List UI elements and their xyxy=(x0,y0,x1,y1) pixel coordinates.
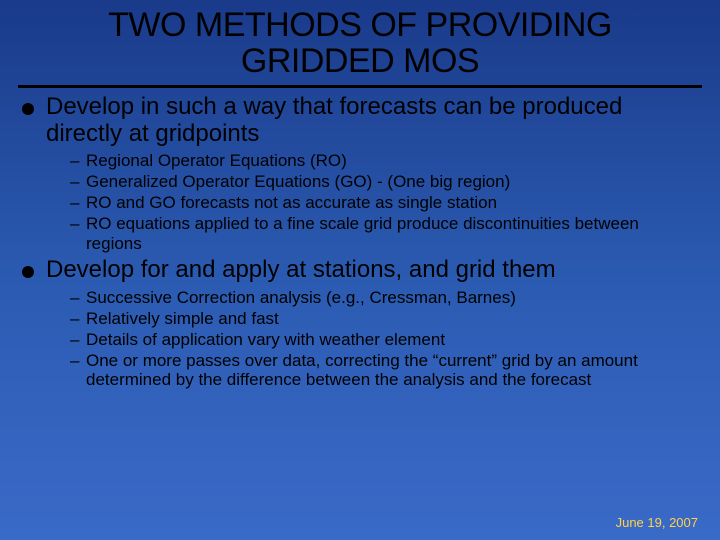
sub-text: RO equations applied to a fine scale gri… xyxy=(86,214,698,253)
sub-list: – Successive Correction analysis (e.g., … xyxy=(70,288,698,390)
bullet-disc-icon xyxy=(22,266,34,278)
sub-text: One or more passes over data, correcting… xyxy=(86,351,698,390)
sub-item: – Successive Correction analysis (e.g., … xyxy=(70,288,698,308)
sub-text: RO and GO forecasts not as accurate as s… xyxy=(86,193,497,213)
bullet-item: Develop in such a way that forecasts can… xyxy=(22,94,698,147)
sub-text: Successive Correction analysis (e.g., Cr… xyxy=(86,288,516,308)
dash-icon: – xyxy=(70,351,86,371)
sub-list: – Regional Operator Equations (RO) – Gen… xyxy=(70,151,698,253)
sub-text: Relatively simple and fast xyxy=(86,309,279,329)
sub-text: Generalized Operator Equations (GO) - (O… xyxy=(86,172,510,192)
bullet-disc-icon xyxy=(22,103,34,115)
sub-item: – Relatively simple and fast xyxy=(70,309,698,329)
dash-icon: – xyxy=(70,288,86,308)
title-line-2: GRIDDED MOS xyxy=(40,44,680,80)
dash-icon: – xyxy=(70,309,86,329)
dash-icon: – xyxy=(70,214,86,234)
sub-item: – Details of application vary with weath… xyxy=(70,330,698,350)
sub-item: – Regional Operator Equations (RO) xyxy=(70,151,698,171)
title-underline xyxy=(18,85,702,88)
title-line-1: TWO METHODS OF PROVIDING xyxy=(40,8,680,44)
dash-icon: – xyxy=(70,151,86,171)
bullet-item: Develop for and apply at stations, and g… xyxy=(22,257,698,283)
dash-icon: – xyxy=(70,172,86,192)
slide-title: TWO METHODS OF PROVIDING GRIDDED MOS xyxy=(0,0,720,83)
sub-text: Regional Operator Equations (RO) xyxy=(86,151,347,171)
sub-item: – One or more passes over data, correcti… xyxy=(70,351,698,390)
slide-content: Develop in such a way that forecasts can… xyxy=(0,94,720,389)
sub-item: – RO and GO forecasts not as accurate as… xyxy=(70,193,698,213)
sub-text: Details of application vary with weather… xyxy=(86,330,445,350)
bullet-text: Develop for and apply at stations, and g… xyxy=(46,257,556,283)
footer-date: June 19, 2007 xyxy=(616,515,698,530)
sub-item: – RO equations applied to a fine scale g… xyxy=(70,214,698,253)
bullet-text: Develop in such a way that forecasts can… xyxy=(46,94,698,147)
dash-icon: – xyxy=(70,193,86,213)
dash-icon: – xyxy=(70,330,86,350)
sub-item: – Generalized Operator Equations (GO) - … xyxy=(70,172,698,192)
